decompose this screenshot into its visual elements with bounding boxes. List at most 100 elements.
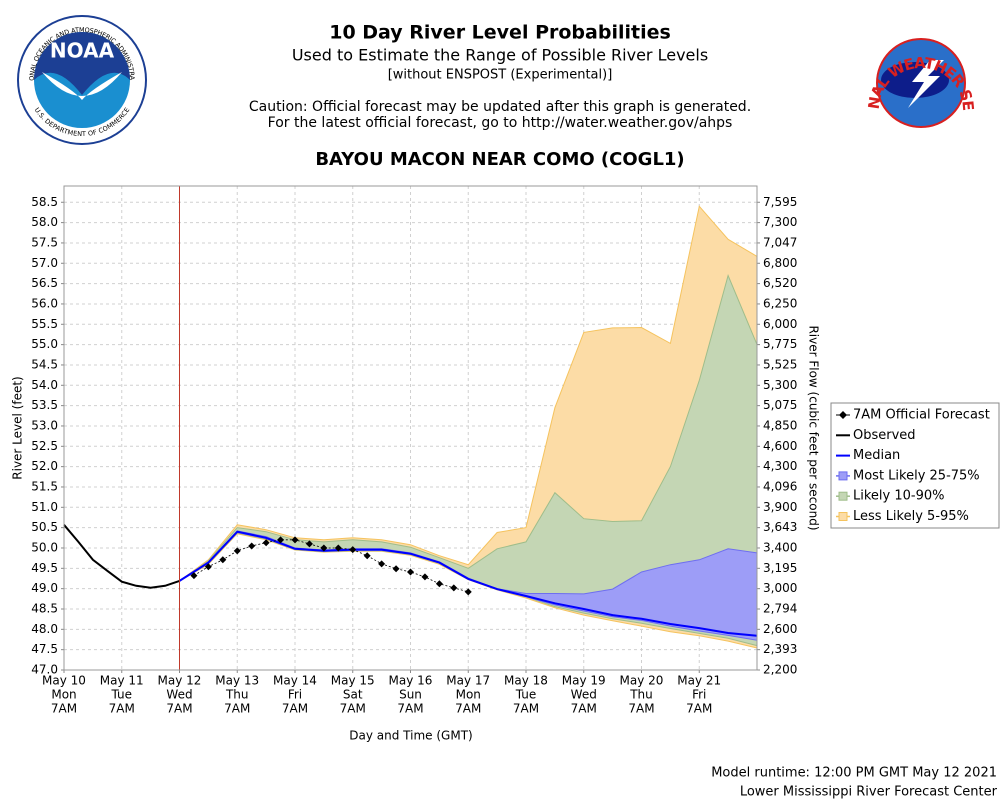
y2-tick-label: 2,600: [763, 622, 797, 636]
y2-tick-label: 6,800: [763, 256, 797, 270]
y2-tick-label: 7,300: [763, 215, 797, 229]
footer-text: Model runtime: 12:00 PM GMT May 12 2021: [711, 766, 997, 781]
diamond-marker: [349, 546, 357, 554]
legend-label: Most Likely 25-75%: [853, 468, 980, 483]
diamond-marker: [291, 536, 299, 544]
diamond-marker: [407, 568, 414, 576]
x-tick-day: Wed: [571, 688, 597, 702]
diamond-marker: [464, 588, 472, 596]
legend-label: 7AM Official Forecast: [853, 408, 990, 423]
diamond-marker: [450, 584, 458, 592]
series-line: [178, 530, 758, 637]
y2-tick-label: 5,525: [763, 357, 797, 371]
x-tick-time: 7AM: [51, 702, 77, 716]
y-tick-label: 47.0: [31, 663, 58, 677]
x-tick-time: 7AM: [397, 702, 423, 716]
diamond-marker: [421, 573, 429, 581]
x-tick-day: Sat: [343, 688, 363, 702]
y-tick-label: 56.5: [31, 276, 58, 290]
x-tick-time: 7AM: [628, 702, 654, 716]
diamond-marker: [233, 547, 241, 555]
diamond-marker: [277, 536, 285, 544]
x-tick-label: May 16: [389, 674, 433, 688]
legend-swatch: [838, 491, 848, 501]
y-tick-label: 54.5: [31, 357, 58, 371]
y2-tick-label: 2,200: [763, 663, 797, 677]
y2-tick-label: 4,850: [763, 418, 797, 432]
diamond-marker: [435, 580, 443, 588]
x-tick-label: May 14: [273, 674, 317, 688]
diamond-marker: [190, 572, 198, 580]
y-tick-label: 56.0: [31, 296, 58, 310]
x-tick-day: Thu: [225, 688, 249, 702]
y-axis-label: River Level (feet): [11, 376, 25, 479]
y2-tick-label: 3,900: [763, 500, 797, 514]
legend-label: Median: [853, 448, 900, 463]
y2-tick-label: 6,520: [763, 276, 797, 290]
x-tick-day: Mon: [51, 688, 76, 702]
y2-tick-label: 4,096: [763, 479, 797, 493]
legend-label: Less Likely 5-95%: [853, 509, 969, 524]
caution-text: Caution: Official forecast may be update…: [249, 99, 751, 115]
y2-tick-label: 6,000: [763, 317, 797, 331]
x-axis-label: Day and Time (GMT): [349, 729, 472, 743]
y2-tick-label: 7,595: [763, 195, 797, 209]
footer-text: Lower Mississippi River Forecast Center: [740, 785, 998, 800]
y2-tick-label: 7,047: [763, 235, 797, 249]
y-tick-label: 50.0: [31, 540, 58, 554]
diamond-marker: [378, 560, 386, 568]
x-tick-time: 7AM: [513, 702, 539, 716]
x-tick-time: 7AM: [109, 702, 135, 716]
x-tick-day: Wed: [166, 688, 192, 702]
legend-label: Likely 10-90%: [853, 489, 944, 504]
y-tick-label: 48.0: [31, 622, 58, 636]
y-tick-label: 52.0: [31, 459, 58, 473]
x-tick-label: May 21: [677, 674, 721, 688]
y2-tick-label: 3,643: [763, 520, 797, 534]
x-tick-time: 7AM: [166, 702, 192, 716]
x-tick-time: 7AM: [224, 702, 250, 716]
x-tick-label: May 18: [504, 674, 548, 688]
y2-tick-label: 5,775: [763, 337, 797, 351]
x-tick-label: May 17: [446, 674, 490, 688]
legend-label: Observed: [853, 428, 916, 443]
plot-frame: [63, 185, 758, 671]
x-tick-label: May 20: [620, 674, 664, 688]
x-tick-time: 7AM: [340, 702, 366, 716]
x-tick-time: 7AM: [282, 702, 308, 716]
x-tick-day: Fri: [692, 688, 706, 702]
x-tick-label: May 19: [562, 674, 606, 688]
noaa-sky: [34, 32, 130, 95]
noaa-logo: NOAA NATIONAL OCEANIC AND ATMOSPHERIC AD…: [0, 0, 147, 145]
y2-axis-label: River Flow (cubic feet per second): [807, 325, 821, 530]
band-upper: [179, 205, 758, 582]
y2-tick-label: 5,300: [763, 378, 797, 392]
y-tick-label: 55.5: [31, 317, 58, 331]
diamond-marker: [320, 544, 328, 552]
x-tick-day: Thu: [629, 688, 653, 702]
station-title: BAYOU MACON NEAR COMO (COGL1): [315, 149, 684, 170]
y-tick-label: 49.5: [31, 561, 58, 575]
legend-swatch: [839, 411, 847, 419]
y2-tick-label: 5,075: [763, 398, 797, 412]
x-tick-day: Tue: [515, 688, 537, 702]
band-upper: [179, 273, 758, 582]
y2-tick-label: 4,600: [763, 439, 797, 453]
y-tick-label: 57.0: [31, 256, 58, 270]
x-tick-label: May 13: [215, 674, 259, 688]
x-tick-label: May 11: [100, 674, 144, 688]
y2-tick-label: 3,400: [763, 540, 797, 554]
diamond-marker: [262, 539, 270, 547]
diamond-marker: [363, 552, 371, 560]
caution-text: For the latest official forecast, go to …: [268, 115, 733, 131]
y2-tick-label: 4,300: [763, 459, 797, 473]
y-tick-label: 57.5: [31, 235, 58, 249]
y-tick-label: 51.0: [31, 500, 58, 514]
band-area: [179, 530, 757, 641]
x-tick-label: May 12: [158, 674, 202, 688]
y-tick-label: 48.5: [31, 601, 58, 615]
x-tick-day: Mon: [456, 688, 481, 702]
band-area: [179, 275, 757, 646]
